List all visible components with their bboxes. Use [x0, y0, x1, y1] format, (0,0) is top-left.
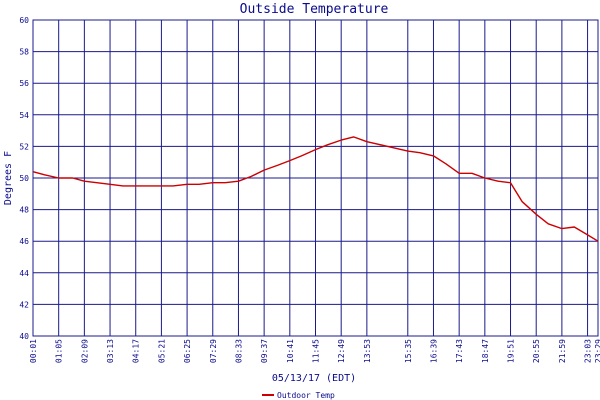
y-tick-label: 44	[19, 269, 29, 278]
x-tick-label: 23:03	[584, 339, 593, 363]
x-tick-label: 19:51	[507, 339, 516, 363]
x-tick-label: 06:25	[183, 339, 192, 363]
y-tick-label: 42	[19, 300, 29, 309]
x-tick-label: 08:33	[234, 339, 243, 363]
x-tick-label: 11:45	[312, 339, 321, 363]
x-tick-label: 21:59	[558, 339, 567, 363]
legend-label: Outdoor Temp	[277, 391, 335, 400]
chart-title: Outside Temperature	[240, 2, 389, 17]
x-tick-label: 04:17	[132, 339, 141, 363]
x-tick-label: 15:35	[404, 339, 413, 363]
x-axis-label: 05/13/17 (EDT)	[272, 373, 356, 384]
x-tick-label: 05:21	[157, 339, 166, 363]
y-tick-label: 48	[19, 206, 29, 215]
y-tick-labels: 40 42 44 46 48 50 52 54 56 58 60	[19, 16, 29, 341]
plot-frame	[32, 19, 599, 337]
y-tick-label: 40	[19, 332, 29, 341]
x-tick-label: 09:37	[260, 339, 269, 363]
x-tick-label: 16:39	[429, 339, 438, 363]
legend: Outdoor Temp	[262, 391, 335, 400]
x-tick-label: 02:09	[80, 339, 89, 363]
y-tick-label: 54	[19, 111, 29, 120]
x-tick-label: 18:47	[481, 339, 490, 363]
x-tick-label: 10:41	[286, 339, 295, 363]
y-tick-label: 56	[19, 79, 29, 88]
series-lines	[32, 136, 599, 242]
y-tick-label: 46	[19, 237, 29, 246]
x-tick-label: 12:49	[337, 339, 346, 363]
x-tick-label: 03:13	[106, 339, 115, 363]
y-axis-label: Degrees F	[3, 151, 14, 205]
y-tick-label: 52	[19, 142, 29, 151]
x-tick-label: 17:43	[455, 339, 464, 363]
x-tick-label: 01:05	[55, 339, 64, 363]
x-tick-label: 23:29	[594, 339, 600, 363]
y-tick-label: 50	[19, 174, 29, 183]
x-tick-label: 13:53	[363, 339, 372, 363]
x-tick-label: 20:55	[532, 339, 541, 363]
y-tick-label: 60	[19, 16, 29, 25]
x-tick-labels: 00:01 01:05 02:09 03:13 04:17 05:21 06:25 07:29…	[29, 339, 600, 363]
x-tick-label: 00:01	[29, 339, 38, 363]
y-tick-label: 58	[19, 48, 29, 57]
series-line-0	[32, 136, 599, 242]
x-tick-label: 07:29	[209, 339, 218, 363]
grid	[32, 19, 599, 337]
